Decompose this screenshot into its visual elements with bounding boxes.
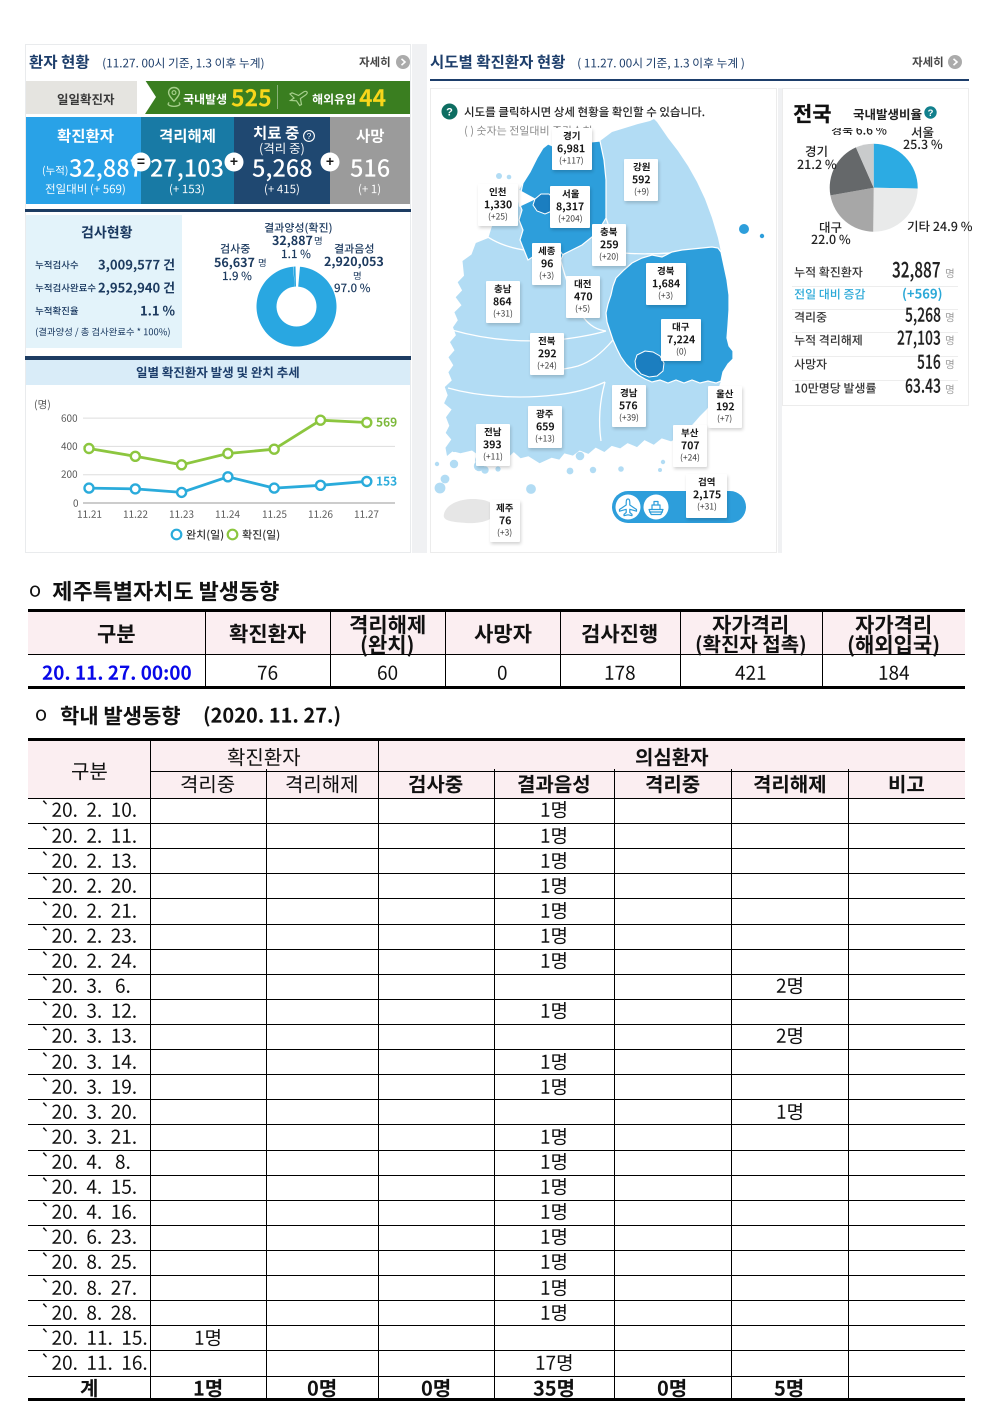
svg-text:?: ?	[446, 107, 453, 119]
svg-text:?: ?	[307, 131, 312, 141]
svg-text:?: ?	[928, 108, 934, 119]
svg-text:=: =	[137, 153, 145, 169]
svg-text:+: +	[230, 153, 238, 169]
svg-text:+: +	[326, 153, 334, 169]
